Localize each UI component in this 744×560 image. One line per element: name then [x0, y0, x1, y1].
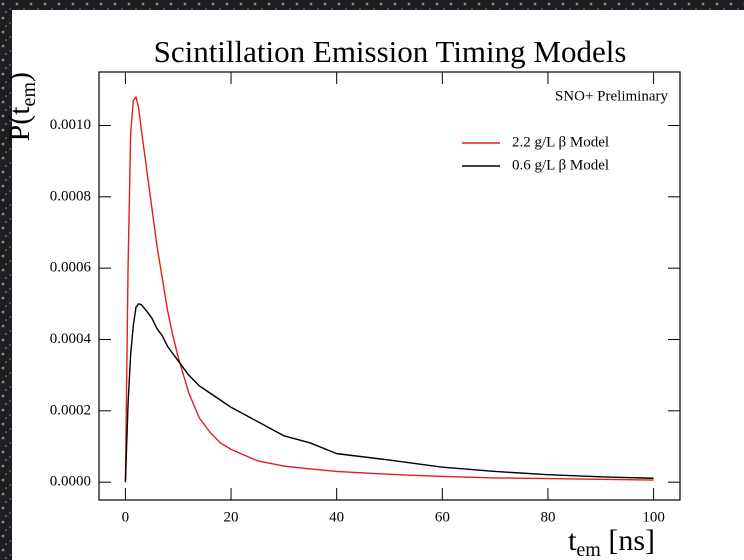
- chart-title: Scintillation Emission Timing Models: [154, 34, 627, 69]
- x-tick-label: 100: [642, 509, 665, 525]
- legend-label: 0.6 g/L β Model: [512, 157, 609, 173]
- y-label-main: P(t: [3, 106, 36, 142]
- annotation: SNO+ Preliminary: [555, 88, 669, 104]
- y-label-sub: em: [18, 82, 40, 107]
- y-axis-label: P(tem): [3, 72, 40, 141]
- y-tick-label: 0.0006: [50, 260, 92, 276]
- series-line: [124, 96, 654, 483]
- x-tick-label: 0: [122, 509, 130, 525]
- plot-frame: [98, 71, 681, 501]
- x-axis-label: tem [ns]: [568, 524, 655, 560]
- x-label-sub: em: [576, 539, 601, 560]
- x-tick-label: 40: [329, 509, 344, 525]
- x-tick-label: 60: [435, 509, 450, 525]
- y-tick-label: 0.0002: [50, 402, 91, 418]
- panel: [12, 10, 744, 560]
- x-tick-label: 80: [540, 509, 555, 525]
- y-tick-label: 0.0008: [50, 188, 91, 204]
- x-tick-label: 20: [224, 509, 239, 525]
- legend-label: 2.2 g/L β Model: [512, 134, 609, 150]
- x-label-main: t: [568, 524, 577, 557]
- y-tick-label: 0.0010: [50, 117, 91, 133]
- series-line: [124, 303, 654, 483]
- y-label-end: ): [3, 72, 36, 82]
- y-tick-label: 0.0004: [50, 331, 92, 347]
- y-tick-label: 0.0000: [50, 474, 91, 490]
- x-label-end: [ns]: [601, 524, 655, 557]
